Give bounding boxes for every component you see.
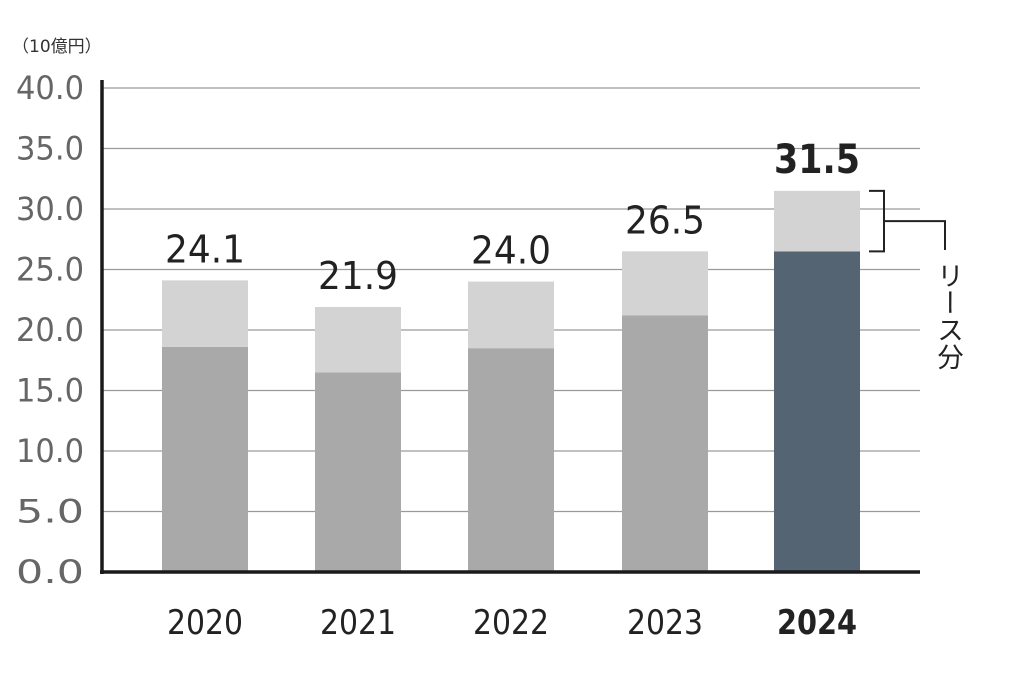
bars: [162, 190, 860, 572]
y-tick-label: 20.0: [16, 311, 84, 349]
total-label-2022: 24.0: [471, 229, 551, 273]
bar-base-2021: [315, 372, 401, 572]
x-tick-label-2023: 2023: [627, 603, 703, 643]
total-label-2024: 31.5: [774, 137, 860, 183]
lease-bracket: [869, 189, 946, 253]
bar-base-2024: [774, 251, 860, 572]
bar-base-2020: [162, 346, 248, 572]
bracket-leader-line: [884, 220, 946, 250]
unit-label: （10億円）: [12, 37, 102, 57]
lease-legend-label: リース分: [932, 262, 963, 370]
axes: [100, 80, 920, 574]
x-tick-label-2022: 2022: [473, 603, 549, 643]
total-label-2023: 26.5: [625, 198, 705, 242]
y-tick-label: 5.0: [16, 493, 84, 531]
x-tick-label-2024: 2024: [777, 603, 857, 643]
bar-lease-2024: [774, 190, 860, 252]
bar-lease-2021: [315, 307, 401, 373]
bar-base-2023: [622, 315, 708, 572]
y-tick-label: 30.0: [16, 190, 84, 228]
y-tick-label: 0.0: [16, 553, 84, 591]
bar-lease-2020: [162, 280, 248, 347]
bar-lease-2022: [468, 281, 554, 349]
bar-base-2022: [468, 348, 554, 572]
y-tick-label: 35.0: [16, 130, 84, 168]
y-tick-label: 40.0: [16, 69, 84, 107]
x-tick-label-2021: 2021: [320, 603, 396, 643]
total-label-2021: 21.9: [318, 254, 398, 298]
y-tick-label: 15.0: [16, 372, 84, 410]
bar-lease-2023: [622, 251, 708, 316]
total-label-2020: 24.1: [165, 227, 245, 271]
labels: 0.0 5.0 10.0 15.0 20.0 25.0 30.0 35.0 40.0 24.1 20…: [16, 69, 860, 643]
y-tick-label: 10.0: [16, 432, 84, 470]
x-tick-label-2020: 2020: [167, 603, 243, 643]
y-tick-label: 25.0: [16, 251, 84, 289]
bracket: [869, 189, 885, 253]
